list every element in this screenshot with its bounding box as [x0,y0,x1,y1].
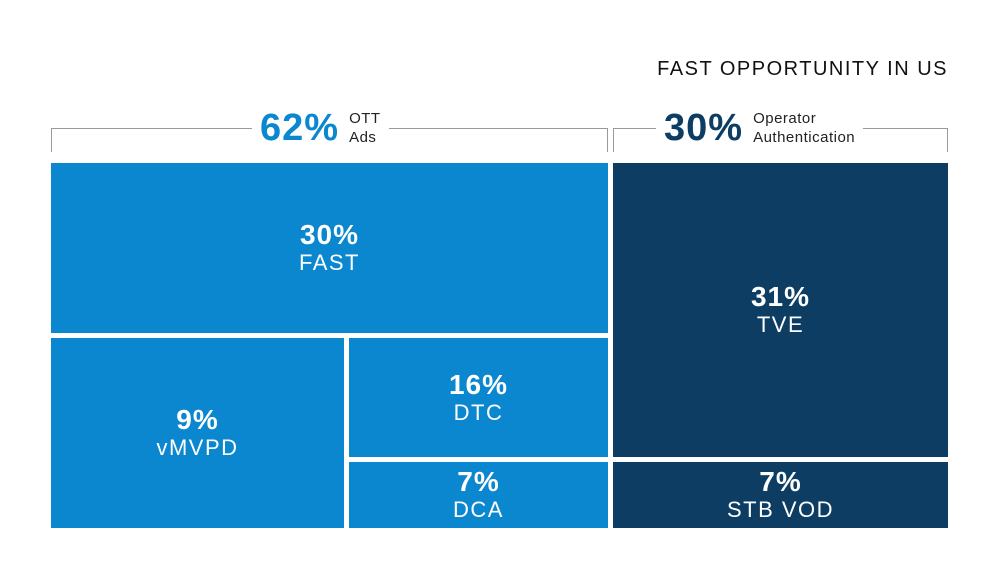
cell-percent: 16% [448,368,509,400]
treemap-cell-dca: 7% DCA [349,462,608,528]
treemap-cell-fast: 30% FAST [51,163,608,333]
cell-percent: 31% [750,281,811,312]
ott-ads-label-line1: OTT [349,110,381,127]
cell-label: vMVPD [156,435,239,460]
ott-ads-label-line2: Ads [349,129,377,146]
ott-ads-group-label: 62% OTT Ads [252,106,389,150]
treemap-cell-stb-vod: 7% STB VOD [613,462,948,528]
cell-label: STB VOD [726,497,835,522]
treemap-cell-dtc: 16% DTC [349,338,608,457]
cell-label: DCA [453,497,504,522]
operator-auth-percent: 30% [664,106,744,149]
chart-title: FAST OPPORTUNITY IN US [657,58,948,80]
cell-percent: 9% [176,404,219,435]
cell-label: FAST [298,250,360,275]
treemap-cell-tve: 31% TVE [613,163,948,457]
ott-ads-percent: 62% [260,106,340,149]
operator-auth-group-label: 30% Operator Authentication [656,106,864,150]
cell-label: TVE [756,312,805,337]
operator-auth-label-line1: Operator [753,110,817,127]
cell-label: DTC [453,399,504,425]
cell-percent: 7% [759,466,802,497]
cell-percent: 7% [457,466,500,497]
operator-auth-label-line2: Authentication [753,129,856,146]
treemap-cell-vmvpd: 9% vMVPD [51,338,344,528]
cell-percent: 30% [299,219,360,250]
